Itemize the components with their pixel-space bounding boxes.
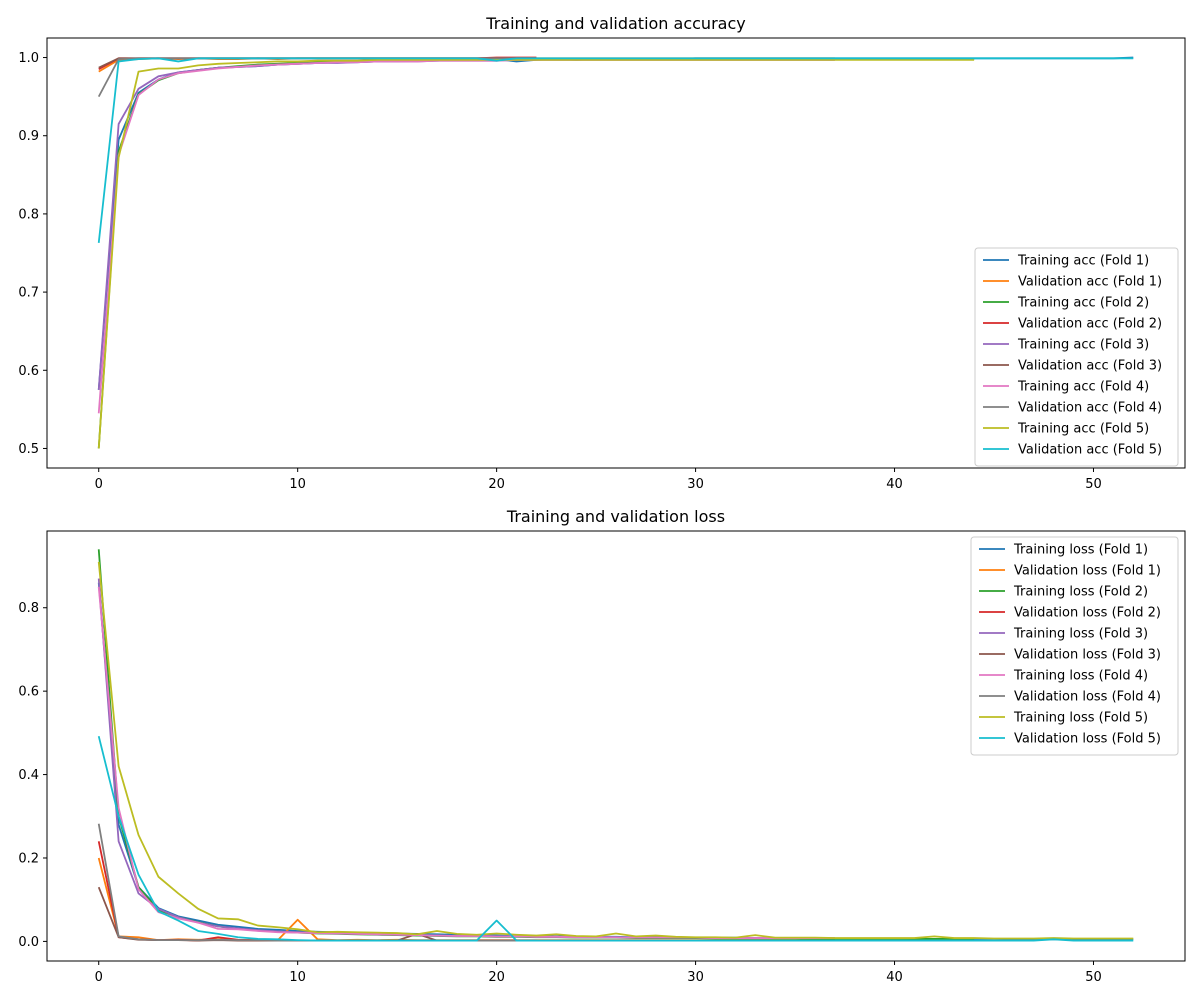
x-tick-label: 20 xyxy=(488,970,505,985)
y-tick-label: 0.9 xyxy=(18,129,39,144)
legend-label: Training acc (Fold 3) xyxy=(1017,338,1149,353)
y-tick-label: 0.4 xyxy=(18,768,39,783)
y-tick-label: 0.8 xyxy=(18,207,39,222)
y-tick-label: 0.7 xyxy=(18,286,39,301)
x-tick-label: 0 xyxy=(95,970,103,985)
legend-label: Validation loss (Fold 3) xyxy=(1014,648,1161,663)
y-tick-label: 1.0 xyxy=(18,51,39,66)
legend-label: Training loss (Fold 4) xyxy=(1013,669,1148,684)
legend-label: Training acc (Fold 1) xyxy=(1017,254,1149,269)
legend-label: Training loss (Fold 3) xyxy=(1013,627,1148,642)
x-tick-label: 0 xyxy=(95,477,103,492)
legend-label: Training loss (Fold 1) xyxy=(1013,543,1148,558)
accuracy-chart: Training and validation accuracy 0 10 20 30 4… xyxy=(18,14,1186,492)
y-tick-label: 0.0 xyxy=(18,935,39,950)
x-tick-label: 40 xyxy=(886,477,903,492)
legend-label: Validation acc (Fold 4) xyxy=(1018,401,1162,416)
x-tick-label: 10 xyxy=(289,970,306,985)
series-group xyxy=(97,56,1134,449)
legend-label: Training acc (Fold 4) xyxy=(1017,380,1149,395)
legend-label: Validation loss (Fold 2) xyxy=(1014,606,1161,621)
y-tick-label: 0.5 xyxy=(18,442,39,457)
x-tick-label: 20 xyxy=(488,477,505,492)
legend: Training acc (Fold 1) Validation acc (Fol… xyxy=(974,247,1179,467)
legend-label: Validation acc (Fold 1) xyxy=(1018,275,1162,290)
legend-box xyxy=(974,247,1179,467)
chart-title: Training and validation loss xyxy=(506,507,725,526)
x-tick-label: 50 xyxy=(1085,970,1102,985)
y-tick-label: 0.6 xyxy=(18,364,39,379)
loss-chart: Training and validation loss 0 10 20 30 40 50 0… xyxy=(18,507,1186,985)
legend-label: Training loss (Fold 2) xyxy=(1013,585,1148,600)
legend-label: Validation acc (Fold 5) xyxy=(1018,443,1162,458)
y-tick-label: 0.8 xyxy=(18,601,39,616)
series-group xyxy=(97,549,1134,942)
y-tick-label: 0.6 xyxy=(18,685,39,700)
series-line-8 xyxy=(97,58,975,449)
legend-box xyxy=(970,536,1179,756)
x-tick-label: 50 xyxy=(1085,477,1102,492)
legend-label: Training loss (Fold 5) xyxy=(1013,711,1148,726)
series-line-8 xyxy=(97,561,1134,940)
x-tick-label: 30 xyxy=(687,477,704,492)
legend-label: Validation acc (Fold 2) xyxy=(1018,317,1162,332)
legend: Training loss (Fold 1) Validation loss (F… xyxy=(970,536,1179,756)
axes-frame xyxy=(46,37,1186,469)
legend-label: Validation loss (Fold 5) xyxy=(1014,732,1161,747)
legend-label: Training acc (Fold 2) xyxy=(1017,296,1149,311)
series-line-9 xyxy=(97,735,1134,942)
y-tick-label: 0.2 xyxy=(18,851,39,866)
series-line-9 xyxy=(97,57,1134,243)
axes-frame xyxy=(46,530,1186,962)
x-tick-label: 10 xyxy=(289,477,306,492)
legend-label: Validation loss (Fold 1) xyxy=(1014,564,1161,579)
x-tick-label: 30 xyxy=(687,970,704,985)
legend-label: Training acc (Fold 5) xyxy=(1017,422,1149,437)
x-tick-label: 40 xyxy=(886,970,903,985)
legend-label: Validation loss (Fold 4) xyxy=(1014,690,1161,705)
chart-title: Training and validation accuracy xyxy=(485,14,745,33)
legend-label: Validation acc (Fold 3) xyxy=(1018,359,1162,374)
